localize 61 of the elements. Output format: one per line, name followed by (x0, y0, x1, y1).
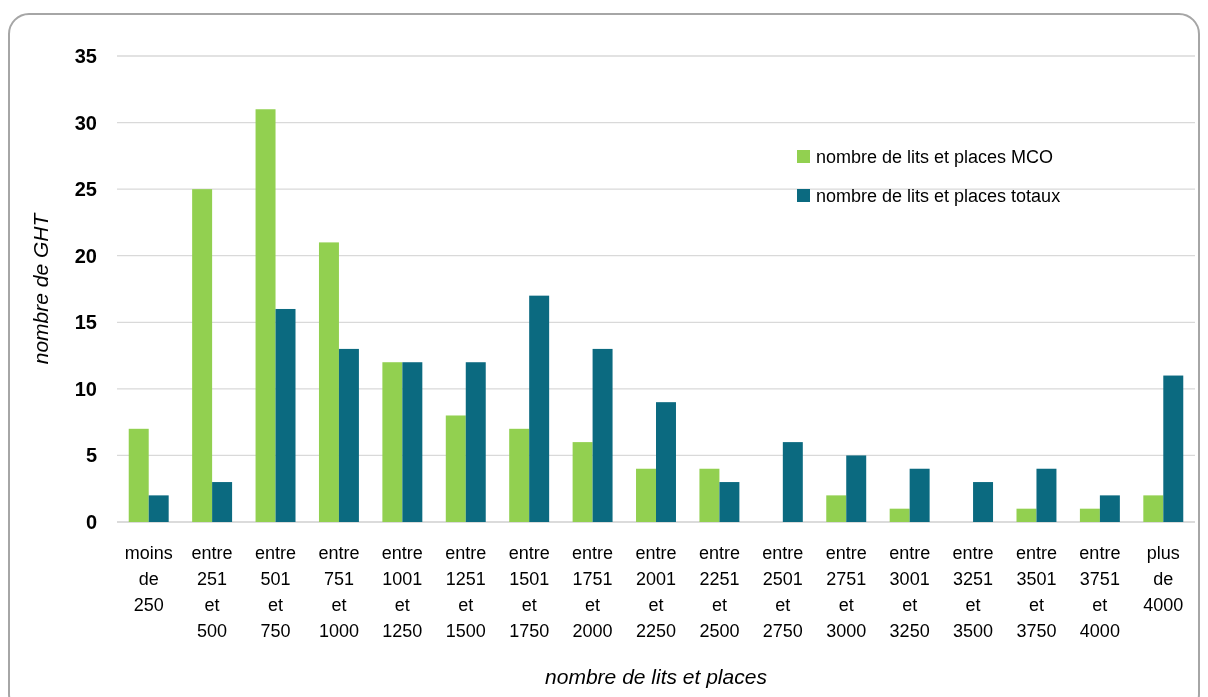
bar (636, 468, 656, 522)
x-tick-label: entre 251 et 500 (191, 543, 233, 641)
y-tick-label: 30 (74, 111, 97, 134)
bar (699, 468, 720, 522)
bar (529, 295, 550, 522)
x-tick-label: moins de 250 (124, 543, 173, 615)
bar (1163, 375, 1184, 522)
bar (889, 508, 910, 522)
bar (826, 495, 847, 522)
legend-label: nombre de lits et places totaux (816, 186, 1061, 207)
bar (846, 455, 867, 522)
x-tick-label: entre 1001 et 1250 (381, 543, 423, 641)
y-tick-label: 15 (74, 311, 97, 334)
bar (719, 482, 740, 522)
bar (909, 468, 930, 522)
x-tick-label: entre 2251 et 2500 (698, 543, 740, 641)
bar (338, 348, 359, 522)
x-tick-label: entre 3001 et 3250 (889, 543, 931, 641)
x-tick-label: entre 1251 et 1500 (445, 543, 487, 641)
bar (1079, 508, 1100, 522)
bar (382, 362, 403, 522)
x-tick-label: entre 3251 et 3500 (952, 543, 994, 641)
bar (1036, 468, 1057, 522)
bar (318, 242, 339, 522)
bar (1143, 495, 1164, 522)
y-tick-label: 5 (85, 444, 97, 467)
bar (465, 362, 486, 522)
y-axis-title: nombre de GHT (29, 211, 52, 365)
bar (148, 495, 169, 522)
bar (973, 482, 994, 522)
bar (255, 109, 276, 522)
y-tick-label: 25 (74, 178, 97, 201)
bar (128, 428, 149, 522)
x-tick-label: entre 501 et 750 (255, 543, 297, 641)
bar (592, 348, 613, 522)
y-tick-label: 35 (74, 45, 97, 67)
x-tick-label: entre 1751 et 2000 (572, 543, 614, 641)
x-tick-label: entre 3751 et 4000 (1079, 543, 1121, 641)
bar (572, 442, 593, 522)
bar (782, 442, 803, 522)
bar (1016, 508, 1037, 522)
x-tick-label: entre 1501 et 1750 (508, 543, 550, 641)
y-tick-label: 20 (74, 244, 97, 267)
x-tick-label: entre 751 et 1000 (318, 543, 360, 641)
bar (445, 415, 466, 522)
x-axis-title: nombre de lits et places (545, 665, 768, 688)
bar (192, 189, 213, 522)
bar (402, 362, 423, 522)
bar (509, 428, 530, 522)
x-tick-label: entre 2501 et 2750 (762, 543, 804, 641)
x-tick-label: entre 3501 et 3750 (1015, 543, 1057, 641)
y-tick-label: 0 (85, 511, 97, 533)
y-tick-label: 10 (74, 377, 97, 400)
bar (1099, 495, 1120, 522)
x-tick-label: entre 2751 et 3000 (825, 543, 867, 641)
legend-label: nombre de lits et places MCO (816, 147, 1054, 168)
bar (656, 402, 676, 522)
x-tick-label: plus de 4000 (1143, 543, 1184, 615)
x-tick-label: entre 2001 et 2250 (635, 543, 677, 641)
bar (212, 482, 233, 522)
bar (275, 308, 296, 522)
